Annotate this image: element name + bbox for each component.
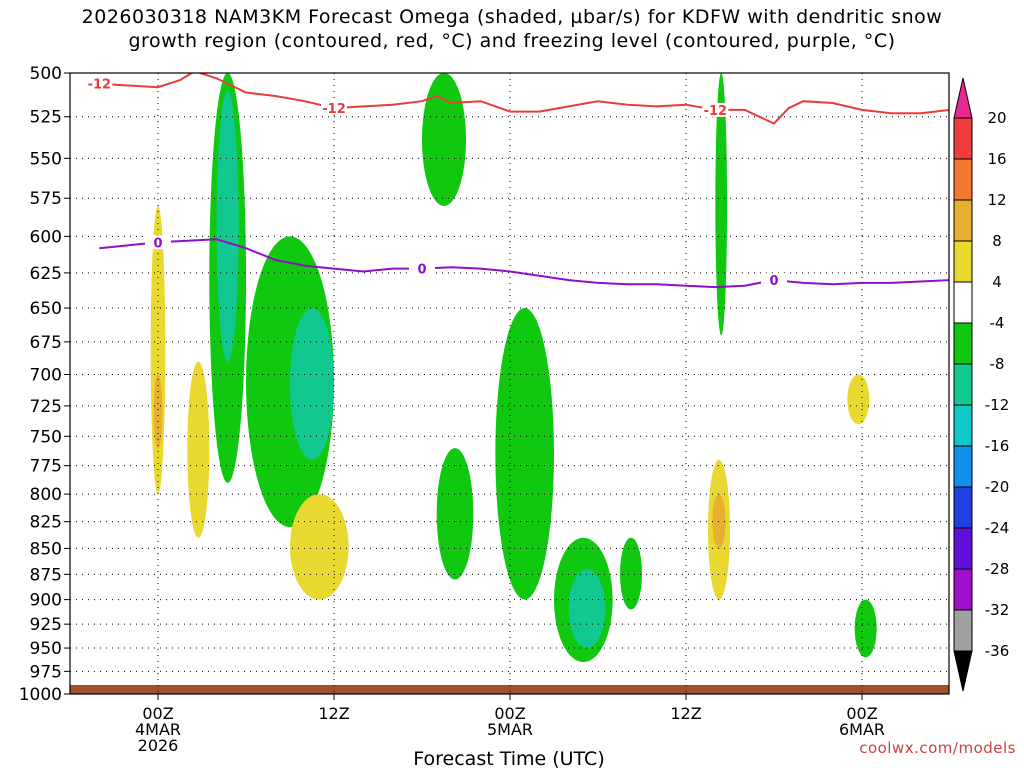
axes: 500 525 550 575 600 625 650 675 700 725 750 775 800 8… (19, 64, 950, 755)
y-tick-label: 750 (30, 427, 62, 447)
omega-feature-5 (153, 374, 163, 449)
colorbar-label: 12 (987, 191, 1006, 209)
colorbar-bin (953, 445, 973, 488)
colorbar-bin (953, 281, 973, 324)
y-tick-label: 700 (30, 365, 62, 385)
contour-label-bg (761, 273, 787, 288)
colorbar-label: 8 (992, 232, 1002, 250)
colorbar-bin (953, 404, 973, 447)
colorbar-label: -32 (985, 601, 1010, 619)
colorbar-over-arrow (953, 77, 973, 119)
x-tick-label: 00Z (846, 704, 877, 723)
colorbar-label: 20 (987, 109, 1006, 127)
colorbar-label: -4 (990, 314, 1005, 332)
omega-feature-6 (187, 361, 210, 538)
omega-feature-13 (620, 537, 642, 610)
y-tick-label: 825 (30, 513, 62, 533)
y-tick-label: 775 (30, 457, 62, 477)
colorbar-under-arrow (953, 650, 973, 692)
colorbar-label: -8 (990, 355, 1005, 373)
contour-line-1 (99, 238, 949, 289)
colorbar-label: -16 (985, 437, 1010, 455)
x-tick-label: 12Z (670, 704, 701, 723)
colorbar-bin (953, 117, 973, 160)
omega-shading (70, 73, 949, 694)
contour-label: 0 (153, 236, 162, 251)
y-tick-label: 525 (30, 108, 62, 128)
omega-feature-18 (854, 599, 877, 658)
y-tick-label: 850 (30, 539, 62, 559)
contour-label: 0 (417, 263, 426, 278)
contour-label-bg (86, 76, 113, 91)
x-tick-label: 4MAR (135, 720, 181, 739)
colorbar-label: -20 (985, 478, 1010, 496)
omega-feature-10 (495, 308, 554, 600)
colorbar-bin (953, 158, 973, 201)
y-tick-label: 925 (30, 615, 62, 635)
contour-label-bg (409, 261, 435, 276)
surface-terrain (70, 684, 949, 694)
x-tick-label: 2026 (138, 736, 179, 755)
colorbar-bin (953, 240, 973, 283)
contour-label: -12 (704, 104, 728, 119)
chart-title-line1: 2026030318 NAM3KM Forecast Omega (shaded… (81, 6, 943, 28)
colorbar-label: -24 (985, 519, 1010, 537)
omega-feature-9 (436, 448, 474, 580)
y-tick-label: 575 (30, 189, 62, 209)
y-tick-label: 600 (30, 227, 62, 247)
x-axis-label: Forecast Time (UTC) (413, 748, 604, 768)
contour-label: -12 (322, 102, 346, 117)
y-tick-label: 725 (30, 397, 62, 417)
omega-feature-7 (290, 494, 349, 600)
colorbar-label: -36 (985, 642, 1010, 660)
contour-label: 0 (769, 274, 778, 289)
y-tick-label: 875 (30, 565, 62, 585)
credit-text: coolwx.com/models (859, 739, 1016, 757)
colorbar: 20 16 12 8 4 -4 -8 -12 -16 -20 -24 -28 -32 -36 (953, 77, 1010, 692)
omega-feature-14 (715, 73, 728, 336)
colorbar-bin (953, 363, 973, 406)
y-tick-label: 550 (30, 149, 62, 169)
y-tick-label: 675 (30, 333, 62, 353)
contour-label-bg (321, 101, 347, 116)
y-tick-label: 1000 (19, 685, 62, 705)
y-tick-label: 650 (30, 299, 62, 319)
contour-label-bg (145, 235, 171, 250)
omega-feature-1 (216, 90, 239, 362)
colorbar-label: -12 (985, 396, 1010, 414)
grid-lines (70, 73, 949, 694)
y-tick-label: 800 (30, 485, 62, 505)
contour-label-bg (702, 102, 729, 117)
x-tick-label: 00Z (494, 704, 525, 723)
colorbar-bin (953, 568, 973, 611)
y-tick-label: 975 (30, 662, 62, 682)
omega-feature-17 (847, 374, 870, 425)
omega-feature-16 (712, 494, 726, 549)
omega-feature-8 (422, 73, 466, 206)
colorbar-bin (953, 322, 973, 365)
colorbar-label: 4 (992, 273, 1002, 291)
colorbar-bin (953, 609, 973, 652)
y-tick-label: 950 (30, 639, 62, 659)
x-tick-label: 5MAR (487, 720, 533, 739)
contour-lines: -12 -12 -12 0 0 0 (86, 73, 949, 289)
chart-title-line2: growth region (contoured, red, °C) and f… (128, 30, 896, 52)
colorbar-label: 16 (987, 150, 1006, 168)
colorbar-bin (953, 199, 973, 242)
y-tick-label: 625 (30, 264, 62, 284)
colorbar-label: -28 (985, 560, 1010, 578)
omega-feature-12 (568, 569, 606, 649)
x-tick-label: 12Z (318, 704, 349, 723)
y-tick-label: 500 (30, 64, 62, 84)
colorbar-bin (953, 486, 973, 529)
colorbar-bin (953, 527, 973, 570)
contour-label: -12 (88, 78, 112, 93)
contour-line-0 (99, 73, 949, 125)
x-tick-label: 00Z (142, 704, 173, 723)
x-tick-label: 6MAR (839, 720, 885, 739)
omega-feature-3 (290, 308, 334, 460)
y-tick-label: 900 (30, 591, 62, 611)
